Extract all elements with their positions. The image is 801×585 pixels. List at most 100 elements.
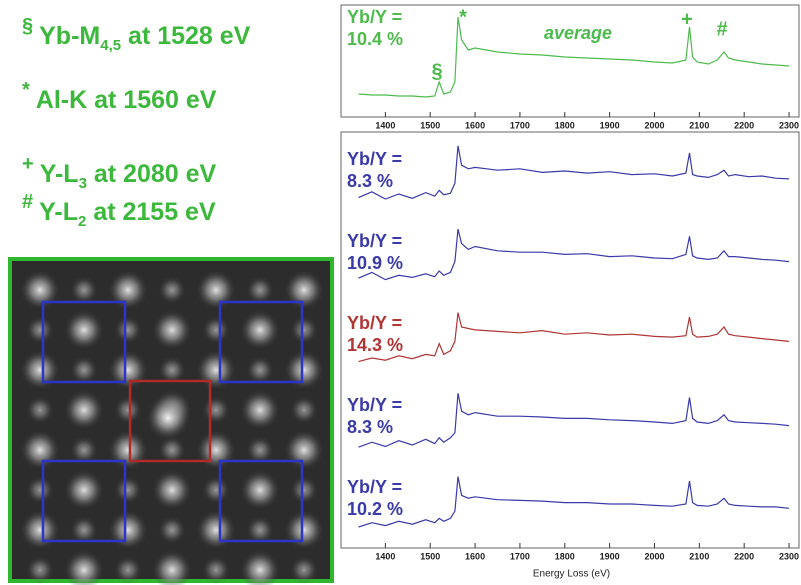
ratio-label: Yb/Y =	[347, 477, 402, 497]
atom-column	[114, 556, 142, 584]
atom-column	[246, 356, 274, 384]
atom-column	[70, 356, 98, 384]
atom-column	[152, 310, 192, 350]
atom-column	[64, 390, 104, 430]
spectrum	[358, 393, 790, 448]
spectrum	[358, 476, 790, 528]
x-tick-label: 1800	[555, 120, 575, 130]
x-tick-label: 2100	[689, 120, 709, 130]
atom-column	[152, 550, 192, 585]
edge-label: # Y-L2 at 2155 eV	[22, 191, 216, 230]
edge-label: § Yb-M4,5 at 1528 eV	[22, 15, 251, 54]
atom-column	[114, 316, 142, 344]
atom-column	[70, 516, 98, 544]
atom-column	[202, 396, 230, 424]
atom-column	[158, 436, 186, 464]
atom-column	[196, 270, 236, 310]
ratio-value: 8.3 %	[347, 417, 393, 437]
ratio-label: Yb/Y =	[347, 7, 402, 27]
symbol: +	[22, 153, 34, 175]
region-box	[218, 459, 304, 543]
plot-frame	[340, 131, 800, 549]
plot-frame	[340, 4, 800, 118]
atom-column	[70, 436, 98, 464]
atom-column	[26, 476, 54, 504]
atom-column	[290, 316, 318, 344]
atom-column	[196, 430, 236, 470]
atom-column	[20, 430, 60, 470]
annotation: §	[431, 60, 442, 82]
region-box	[218, 300, 304, 384]
ratio-value: 10.4 %	[347, 29, 403, 49]
symbol: #	[22, 191, 34, 213]
x-tick-label: 2000	[644, 551, 664, 561]
spectrum	[358, 145, 790, 200]
x-tick-label: 1700	[510, 120, 530, 130]
atom-column	[158, 516, 186, 544]
atom-column	[284, 430, 324, 470]
x-tick-label: 1500	[420, 551, 440, 561]
ratio-label: Yb/Y =	[347, 231, 402, 251]
x-tick-label: 2300	[779, 551, 799, 561]
atom-column	[284, 270, 324, 310]
atom-column	[108, 270, 148, 310]
atom-column	[26, 556, 54, 584]
ratio-value: 8.3 %	[347, 171, 393, 191]
annotation: #	[716, 18, 727, 40]
x-tick-label: 1600	[465, 120, 485, 130]
region-box	[128, 379, 212, 463]
x-tick-label: 2100	[689, 551, 709, 561]
label: at 1528 eV	[121, 22, 251, 50]
spectrum	[358, 312, 790, 363]
atom-column	[114, 476, 142, 504]
annotation: +	[681, 8, 693, 30]
atom-column	[240, 470, 280, 510]
atom-column	[64, 470, 104, 510]
x-tick-label: 2000	[644, 120, 664, 130]
x-tick-label: 2200	[734, 551, 754, 561]
atom-column	[246, 516, 274, 544]
subscript: 2	[78, 213, 87, 230]
atom-column	[240, 310, 280, 350]
x-tick-label: 1900	[600, 120, 620, 130]
symbol: §	[22, 15, 34, 37]
atom-column	[20, 350, 60, 390]
x-tick-label: 1700	[510, 551, 530, 561]
atom-column	[108, 510, 148, 550]
annotation: average	[544, 23, 612, 43]
atom-column	[202, 316, 230, 344]
atom-column	[240, 390, 280, 430]
atom-column	[284, 350, 324, 390]
atom-column	[202, 556, 230, 584]
x-axis-label: Energy Loss (eV)	[533, 569, 610, 580]
label: Al-K at 1560 eV	[35, 86, 217, 114]
x-tick-label: 2300	[779, 120, 799, 130]
atom-column	[64, 310, 104, 350]
x-tick-label: 1400	[375, 120, 395, 130]
ratio-label: Yb/Y =	[347, 149, 402, 169]
label: at 2080 eV	[86, 160, 217, 188]
atom-column	[108, 350, 148, 390]
edge-label: * Al-K at 1560 eV	[22, 79, 217, 115]
x-tick-label: 1800	[555, 551, 575, 561]
x-tick-label: 1900	[600, 551, 620, 561]
ratio-label: Yb/Y =	[347, 313, 402, 333]
subscript: 4,5	[100, 37, 122, 54]
x-tick-label: 2200	[734, 120, 754, 130]
atom-column	[152, 470, 192, 510]
label: Y-L	[39, 198, 79, 226]
x-tick-label: 1500	[420, 120, 440, 130]
x-tick-label: 1400	[375, 551, 395, 561]
atom-column	[158, 356, 186, 384]
atom-column	[240, 550, 280, 585]
atom-column	[20, 270, 60, 310]
symbol: *	[22, 79, 30, 101]
label: Yb-M	[39, 22, 101, 50]
label: Y-L	[39, 160, 79, 188]
atom-column	[246, 436, 274, 464]
ratio-label: Yb/Y =	[347, 395, 402, 415]
atom-column	[26, 396, 54, 424]
atom-column	[114, 396, 142, 424]
